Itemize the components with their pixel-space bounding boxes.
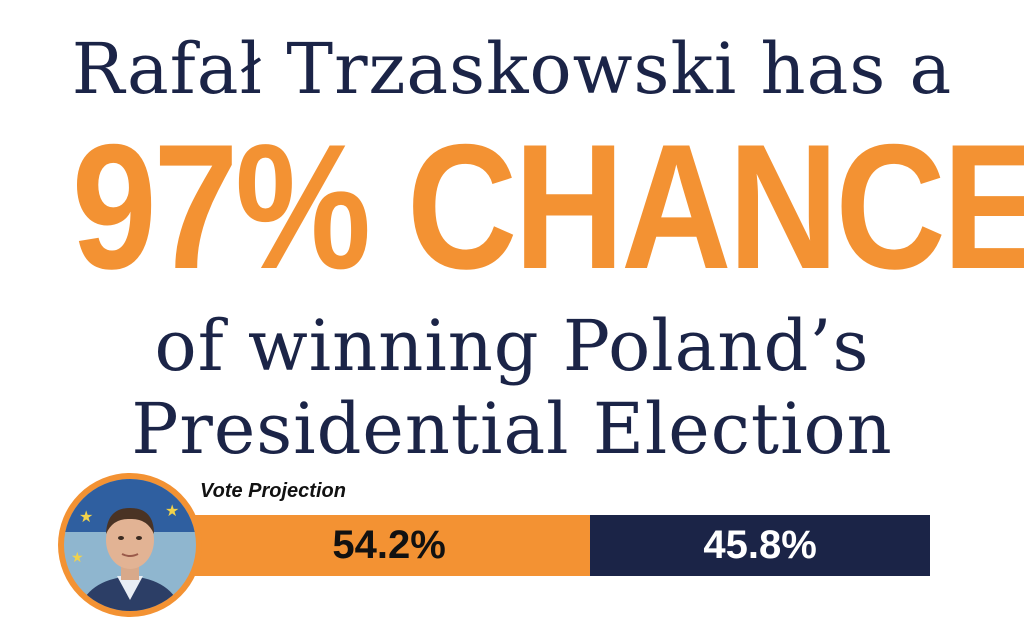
vote-projection-label: Vote Projection <box>200 480 346 502</box>
svg-text:★: ★ <box>165 501 179 520</box>
projection-value-opponent: 45.8% <box>703 523 817 567</box>
svg-text:★: ★ <box>71 550 84 566</box>
candidate-portrait-icon: ★ ★ ★ <box>58 473 202 617</box>
projection-segment-trzaskowski: 54.2% <box>188 515 591 576</box>
projection-segment-opponent: 45.8% <box>590 515 930 576</box>
candidate-avatar: ★ ★ ★ <box>57 472 203 618</box>
headline-line-4: Presidential Election <box>131 388 893 470</box>
headline-line-3: of winning Poland’s <box>154 305 870 387</box>
chance-headline: 97% CHANCE <box>71 107 1024 306</box>
vote-projection-bar: 54.2% 45.8% <box>188 515 930 576</box>
headline-line-1: Rafał Trzaskowski has a <box>71 28 953 110</box>
projection-value-trzaskowski: 54.2% <box>332 523 446 567</box>
svg-text:★: ★ <box>79 507 93 526</box>
